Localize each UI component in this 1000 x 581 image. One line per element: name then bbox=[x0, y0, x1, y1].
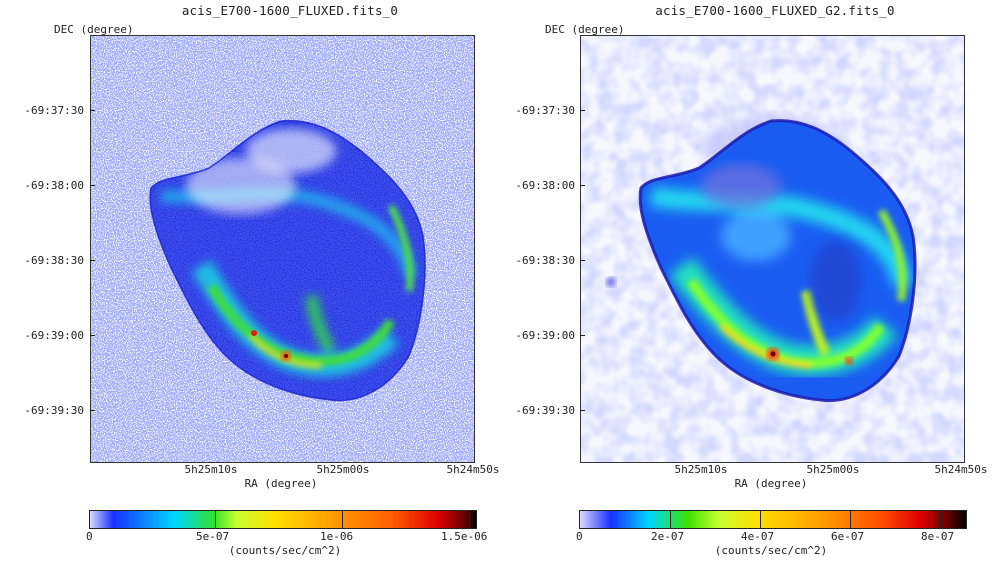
panel-1-ytick-mark bbox=[90, 260, 95, 261]
panel-2-supernova-image bbox=[581, 36, 964, 462]
panel-1-colorbar-unit: (counts/sec/cm^2) bbox=[228, 544, 342, 557]
panel-1-image-frame[interactable] bbox=[90, 35, 475, 463]
panel-2-xtick-label: 5h25m00s bbox=[806, 463, 860, 476]
panel-2-colorbar-unit: (counts/sec/cm^2) bbox=[714, 544, 828, 557]
panel-1-ytick-label: -69:37:30 bbox=[24, 104, 84, 117]
panel-1-ytick-mark bbox=[90, 110, 95, 111]
panel-1-colorbar-tick-label: 1e-06 bbox=[320, 530, 354, 543]
panel-2-x-axis-label: RA (degree) bbox=[734, 477, 808, 490]
panel-1-colorbar bbox=[89, 510, 477, 529]
panel-1-ytick-label: -69:39:00 bbox=[24, 329, 84, 342]
panel-1-ytick-mark bbox=[90, 410, 95, 411]
panel-2-xtick-label: 5h25m10s bbox=[674, 463, 728, 476]
panel-2-colorbar-tick bbox=[670, 510, 671, 528]
panel-1-title: acis_E700-1600_FLUXED.fits_0 bbox=[181, 3, 399, 18]
panel-2-colorbar-tick bbox=[760, 510, 761, 528]
panel-2-ytick-mark bbox=[580, 410, 585, 411]
panel-2-ytick-label: -69:37:30 bbox=[515, 104, 575, 117]
panel-2-colorbar-tick-label: 6e-07 bbox=[831, 530, 865, 543]
panel-2-ytick-label: -69:39:30 bbox=[515, 404, 575, 417]
panel-2-colorbar-tick-label: 4e-07 bbox=[741, 530, 775, 543]
panel-2-ytick-label: -69:39:00 bbox=[515, 329, 575, 342]
panel-1-supernova-image bbox=[91, 36, 474, 462]
panel-2-ytick-mark bbox=[580, 185, 585, 186]
panel-2-colorbar-tick bbox=[850, 510, 851, 528]
panel-1-xtick-label: 5h25m00s bbox=[316, 463, 370, 476]
panel-1-colorbar-tick-label: 1.5e-06 bbox=[441, 530, 488, 543]
panel-1-colorbar-tick bbox=[342, 510, 343, 528]
panel-2-ytick-mark bbox=[580, 260, 585, 261]
panel-2-ytick-mark bbox=[580, 110, 585, 111]
panel-1-xtick-label: 5h24m50s bbox=[446, 463, 500, 476]
panel-2-ytick-mark bbox=[580, 335, 585, 336]
panel-1-colorbar-tick-label: 5e-07 bbox=[196, 530, 230, 543]
panel-1-colorbar-tick bbox=[469, 510, 470, 528]
panel-1-ytick-label: -69:39:30 bbox=[24, 404, 84, 417]
panel-2-y-axis-label: DEC (degree) bbox=[545, 23, 625, 36]
panel-1-x-axis-label: RA (degree) bbox=[244, 477, 318, 490]
panel-1-xtick-label: 5h25m10s bbox=[184, 463, 238, 476]
panel-2-colorbar-tick-label: 0 bbox=[576, 530, 583, 543]
panel-1-ytick-label: -69:38:30 bbox=[24, 254, 84, 267]
panel-1-y-axis-label: DEC (degree) bbox=[54, 23, 134, 36]
panel-2-colorbar-tick-label: 2e-07 bbox=[651, 530, 685, 543]
panel-2-colorbar-tick bbox=[940, 510, 941, 528]
panel-2-image-frame[interactable] bbox=[580, 35, 965, 463]
panel-1-ytick-label: -69:38:00 bbox=[24, 179, 84, 192]
panel-2-ytick-label: -69:38:30 bbox=[515, 254, 575, 267]
panel-2-colorbar-tick-label: 8e-07 bbox=[921, 530, 955, 543]
panel-2-ytick-label: -69:38:00 bbox=[515, 179, 575, 192]
panel-1-colorbar-tick bbox=[215, 510, 216, 528]
panel-2-xtick-label: 5h24m50s bbox=[934, 463, 988, 476]
panel-2-title: acis_E700-1600_FLUXED_G2.fits_0 bbox=[655, 3, 895, 18]
panel-1-ytick-mark bbox=[90, 185, 95, 186]
panel-2-colorbar bbox=[579, 510, 967, 529]
panel-1-colorbar-tick-label: 0 bbox=[86, 530, 93, 543]
panel-1-ytick-mark bbox=[90, 335, 95, 336]
